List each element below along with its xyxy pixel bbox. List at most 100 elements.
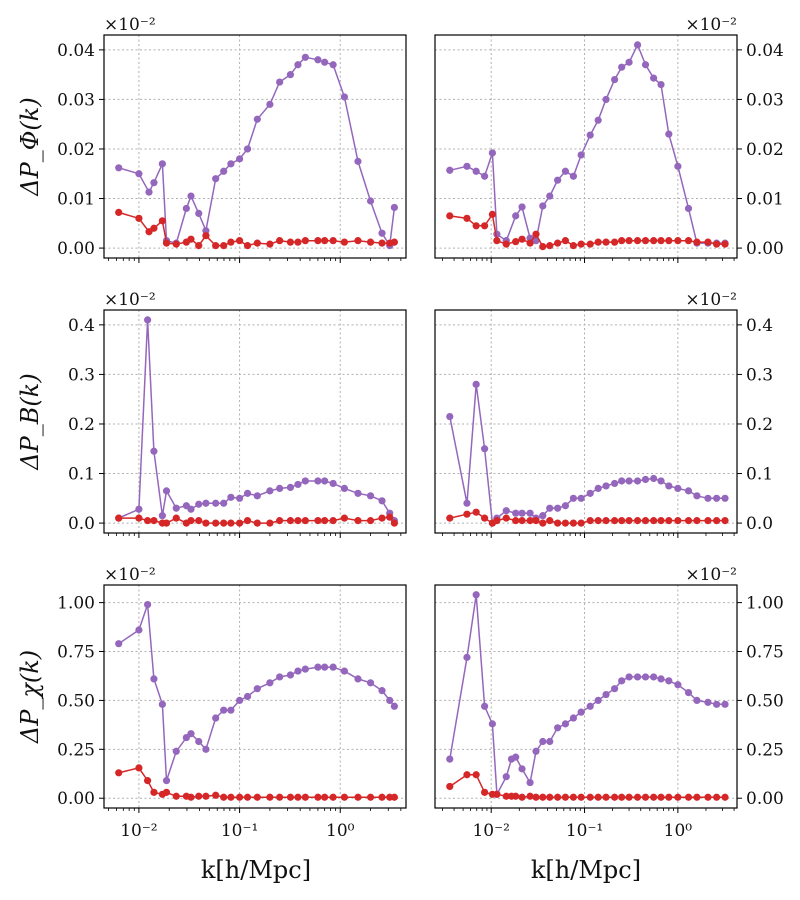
data-point-red	[354, 793, 362, 801]
data-point-red	[235, 237, 244, 245]
y-tick-label: 0.00	[57, 789, 95, 809]
data-point-red	[172, 514, 180, 522]
data-point-red	[526, 517, 534, 525]
data-point-red	[187, 235, 195, 243]
data-point-red	[611, 793, 619, 801]
y-tick-label: 0.2	[68, 415, 95, 435]
data-point-purple	[266, 679, 274, 687]
data-point-purple	[286, 483, 295, 492]
data-point-purple	[253, 685, 261, 693]
data-point-red	[665, 237, 673, 245]
data-point-red	[657, 237, 665, 245]
data-point-purple	[446, 755, 454, 763]
x-tick-label: 10⁻¹	[566, 821, 603, 841]
data-point-purple	[286, 671, 295, 679]
data-point-purple	[539, 512, 547, 520]
data-point-red	[532, 230, 540, 238]
data-point-red	[625, 237, 633, 245]
data-point-red	[713, 793, 721, 801]
y-tick-label: 0.02	[57, 140, 95, 160]
data-point-red	[665, 517, 673, 525]
y-tick-label: 0.4	[68, 316, 95, 336]
data-point-purple	[625, 58, 633, 66]
data-point-purple	[329, 61, 337, 69]
data-point-red	[518, 517, 526, 525]
data-point-red	[526, 239, 534, 247]
data-point-red	[602, 517, 610, 525]
data-point-red	[625, 793, 633, 801]
panel-1-0: 0.0 0.1 0.2 0.3 0.4 ×10⁻² ΔP_B(k)	[16, 290, 407, 538]
y-axis-label: ΔP_χ(k)	[16, 650, 44, 744]
data-point-red	[502, 792, 510, 800]
series-line-purple	[118, 319, 396, 522]
data-point-red	[286, 238, 295, 246]
data-point-purple	[294, 480, 302, 489]
data-point-purple	[286, 71, 295, 79]
data-point-red	[577, 793, 585, 801]
y-tick-label: 0.00	[57, 239, 95, 259]
axis-offset-label: ×10⁻²	[685, 565, 737, 585]
data-point-red	[713, 517, 721, 525]
data-point-red	[276, 237, 284, 245]
data-point-red	[602, 238, 610, 246]
data-point-red	[618, 517, 626, 525]
data-point-red	[135, 764, 143, 772]
data-point-purple	[539, 202, 547, 210]
data-point-purple	[321, 477, 329, 485]
plot-frame	[103, 309, 407, 534]
data-point-red	[481, 222, 489, 230]
data-point-red	[641, 793, 650, 801]
data-point-purple	[512, 212, 520, 220]
data-point-purple	[539, 737, 547, 746]
data-point-red	[463, 771, 471, 779]
data-point-red	[235, 793, 244, 801]
data-point-purple	[314, 477, 322, 485]
data-point-red	[488, 210, 496, 218]
data-point-purple	[472, 380, 480, 388]
data-point-red	[220, 242, 228, 250]
data-point-purple	[633, 673, 642, 681]
data-point-red	[625, 517, 633, 525]
y-tick-label: 0.03	[57, 90, 95, 110]
data-point-purple	[721, 494, 729, 502]
data-point-red	[665, 793, 673, 801]
data-point-red	[195, 517, 203, 525]
data-point-purple	[301, 477, 309, 485]
data-point-red	[202, 519, 210, 527]
data-point-purple	[390, 203, 398, 212]
data-point-purple	[220, 167, 228, 175]
data-point-red	[472, 222, 480, 230]
data-point-purple	[594, 696, 602, 705]
data-point-red	[518, 235, 526, 243]
data-point-red	[340, 238, 349, 246]
x-tick-label: 10⁻¹	[221, 821, 258, 841]
axis-offset-label: ×10⁻²	[104, 290, 156, 310]
data-point-purple	[481, 445, 489, 453]
data-point-purple	[481, 702, 489, 710]
data-point-purple	[502, 507, 510, 515]
data-point-red	[611, 517, 619, 525]
data-point-purple	[220, 706, 228, 714]
data-point-purple	[253, 492, 261, 500]
data-point-red	[472, 771, 480, 779]
data-point-red	[481, 514, 489, 522]
data-point-red	[158, 217, 166, 225]
data-point-red	[650, 517, 658, 525]
data-point-red	[329, 237, 337, 245]
data-point-purple	[227, 493, 235, 501]
data-point-purple	[144, 316, 152, 324]
data-point-red	[512, 238, 520, 246]
data-point-purple	[212, 175, 220, 183]
data-point-red	[586, 240, 594, 248]
data-point-purple	[321, 58, 329, 66]
data-point-red	[446, 782, 454, 791]
data-point-red	[569, 793, 578, 801]
y-tick-label: 0.04	[746, 41, 784, 61]
data-point-purple	[340, 667, 349, 675]
data-point-purple	[276, 78, 284, 86]
plot-frame	[434, 584, 738, 809]
y-tick-label: 0.03	[746, 90, 784, 110]
data-point-red	[294, 793, 302, 801]
data-point-purple	[366, 492, 375, 500]
data-point-red	[253, 519, 261, 527]
